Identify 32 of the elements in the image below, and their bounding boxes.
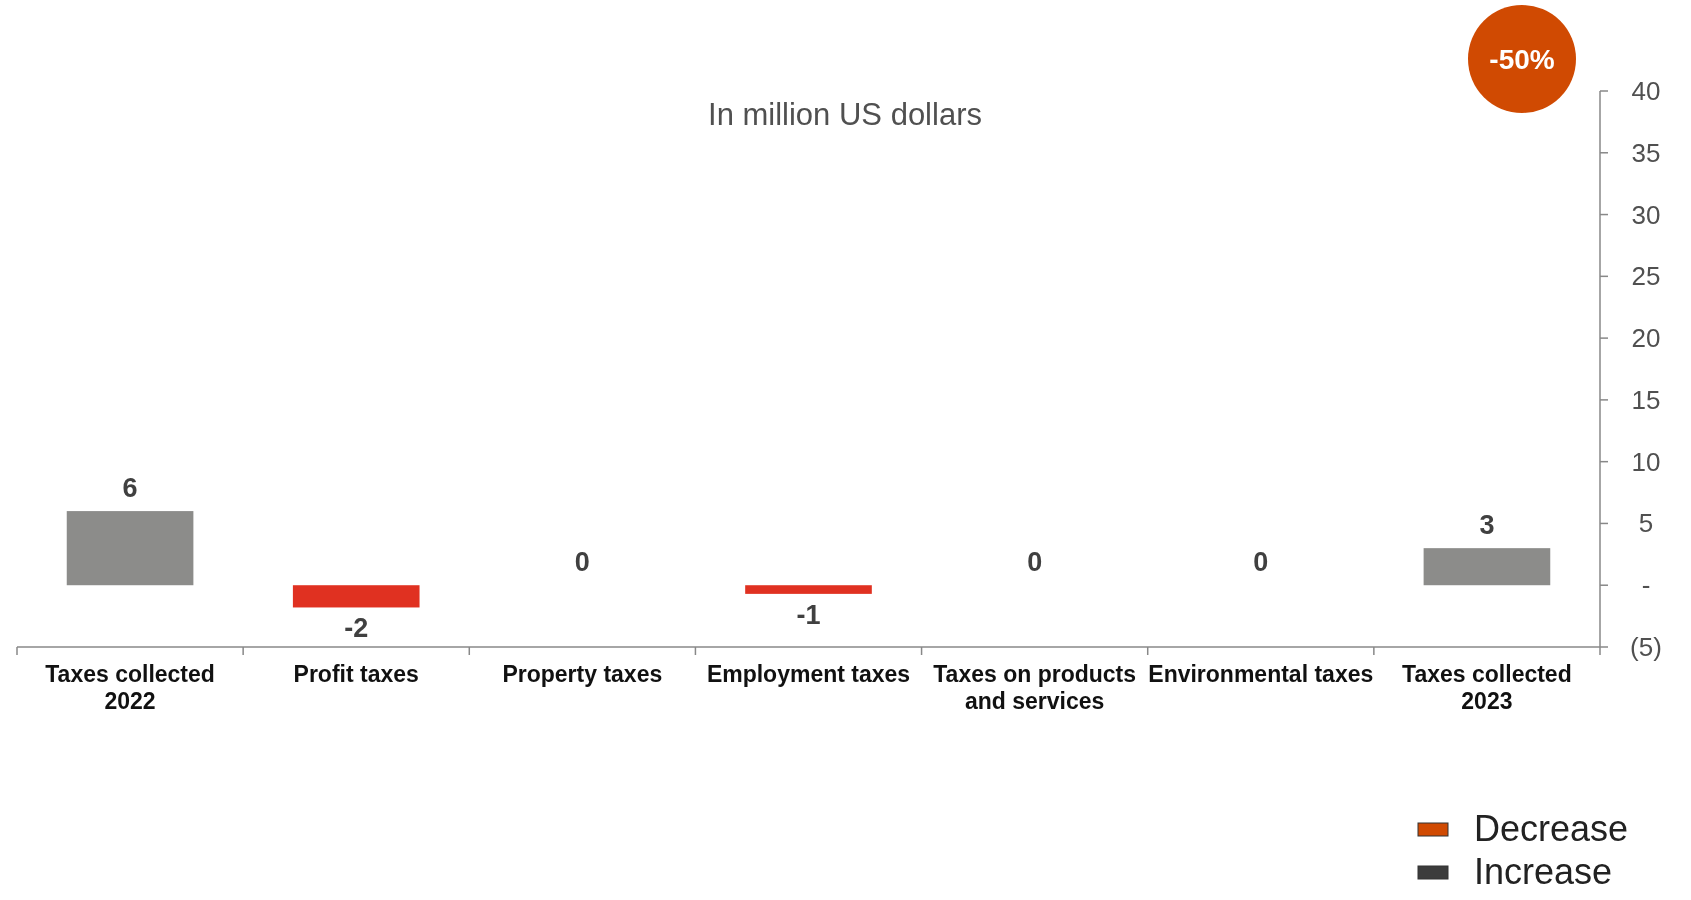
legend-label: Increase bbox=[1474, 851, 1613, 892]
data-label: 0 bbox=[1027, 547, 1043, 578]
x-tick-label: Taxes collected 2023 bbox=[1402, 661, 1572, 714]
bar bbox=[1423, 548, 1551, 586]
data-label: 0 bbox=[1253, 547, 1269, 578]
data-label: 3 bbox=[1479, 510, 1495, 541]
text: -50% bbox=[1489, 44, 1555, 75]
y-tick-label: 5 bbox=[1638, 508, 1654, 539]
y-tick-label: 15 bbox=[1631, 384, 1661, 415]
data-label: 0 bbox=[574, 547, 590, 578]
x-tick-label: Employment taxes bbox=[706, 661, 911, 687]
bar bbox=[745, 585, 872, 594]
y-tick-label: 20 bbox=[1631, 323, 1661, 354]
data-label: 6 bbox=[122, 473, 138, 504]
y-tick-label: 35 bbox=[1631, 137, 1661, 168]
bar bbox=[66, 511, 194, 586]
y-tick-label: (5) bbox=[1630, 632, 1662, 662]
data-label: -2 bbox=[344, 613, 369, 644]
x-tick-label: Profit taxes bbox=[293, 661, 419, 687]
x-tick-label: Property taxes bbox=[502, 661, 663, 687]
y-tick-label: 10 bbox=[1631, 446, 1661, 477]
chart-title: In million US dollars bbox=[708, 97, 982, 132]
x-tick-label: Environmental taxes bbox=[1148, 661, 1374, 687]
y-tick-label: - bbox=[1641, 570, 1651, 601]
y-tick-label: 30 bbox=[1631, 199, 1661, 230]
y-tick-label: 25 bbox=[1631, 261, 1661, 292]
x-tick-label: Taxes on products and services bbox=[933, 661, 1137, 714]
bar bbox=[292, 585, 420, 608]
data-label: -1 bbox=[796, 599, 821, 630]
y-tick-label: 40 bbox=[1631, 76, 1661, 106]
legend-label: Decrease bbox=[1474, 808, 1629, 849]
x-tick-label: Taxes collected 2022 bbox=[45, 661, 215, 714]
